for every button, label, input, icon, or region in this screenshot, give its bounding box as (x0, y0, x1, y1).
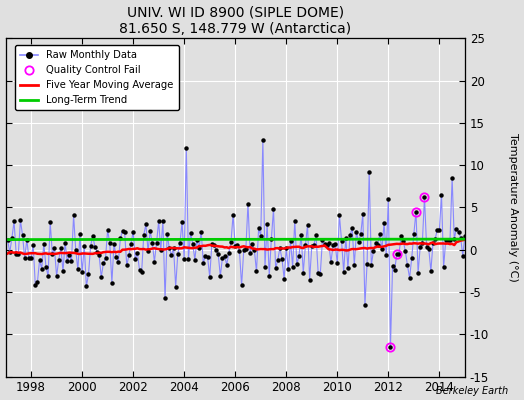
Text: Berkeley Earth: Berkeley Earth (436, 386, 508, 396)
Title: UNIV. WI ID 8900 (SIPLE DOME)
81.650 S, 148.779 W (Antarctica): UNIV. WI ID 8900 (SIPLE DOME) 81.650 S, … (119, 6, 351, 36)
Legend: Raw Monthly Data, Quality Control Fail, Five Year Moving Average, Long-Term Tren: Raw Monthly Data, Quality Control Fail, … (15, 45, 179, 110)
Y-axis label: Temperature Anomaly (°C): Temperature Anomaly (°C) (508, 133, 518, 282)
